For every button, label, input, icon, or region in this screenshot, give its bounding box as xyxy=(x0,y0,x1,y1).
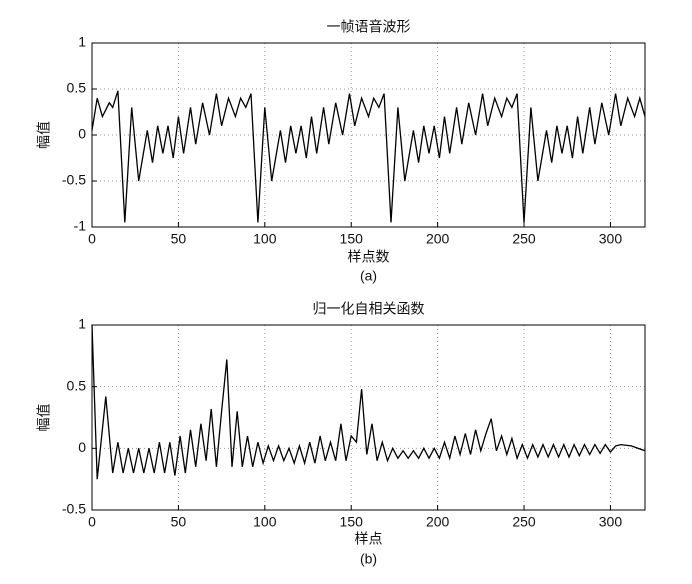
y-axis-label: 幅值 xyxy=(36,404,52,432)
axes-frame xyxy=(91,324,646,511)
x-axis-label: 样点数 xyxy=(348,249,390,265)
y-tick-label: 0.5 xyxy=(67,80,87,96)
axes-frame xyxy=(91,42,646,228)
x-tick-label: 100 xyxy=(253,231,277,247)
x-tick-label: 200 xyxy=(426,231,450,247)
y-tick-label: 0 xyxy=(78,126,86,142)
x-tick-label: 250 xyxy=(512,231,536,247)
y-tick-label: 1 xyxy=(78,34,86,50)
y-tick-label: 0 xyxy=(78,439,86,455)
x-tick-label: 150 xyxy=(340,514,364,530)
chart-title: 一帧语音波形 xyxy=(327,19,411,35)
y-tick-label: -0.5 xyxy=(62,501,86,517)
x-axis-label: 样点 xyxy=(355,531,383,547)
x-tick-label: 150 xyxy=(340,231,364,247)
caption: (a) xyxy=(360,268,377,284)
y-tick-label: 0.5 xyxy=(67,377,87,393)
x-tick-label: 200 xyxy=(426,514,450,530)
x-tick-label: 50 xyxy=(171,231,187,247)
y-tick-label: -1 xyxy=(74,218,87,234)
waveform-line xyxy=(91,324,646,480)
x-tick-label: 100 xyxy=(253,514,277,530)
y-tick-label: 1 xyxy=(78,316,86,332)
y-tick-label: -0.5 xyxy=(62,172,86,188)
x-tick-label: 0 xyxy=(88,231,96,247)
caption: (b) xyxy=(360,551,377,567)
x-tick-label: 300 xyxy=(599,231,623,247)
x-tick-label: 50 xyxy=(171,514,187,530)
x-tick-label: 300 xyxy=(599,514,623,530)
chart-title: 归一化自相关函数 xyxy=(313,301,425,317)
waveform-line xyxy=(91,90,646,223)
x-tick-label: 0 xyxy=(88,514,96,530)
x-tick-label: 250 xyxy=(512,514,536,530)
y-axis-label: 幅值 xyxy=(36,121,52,149)
